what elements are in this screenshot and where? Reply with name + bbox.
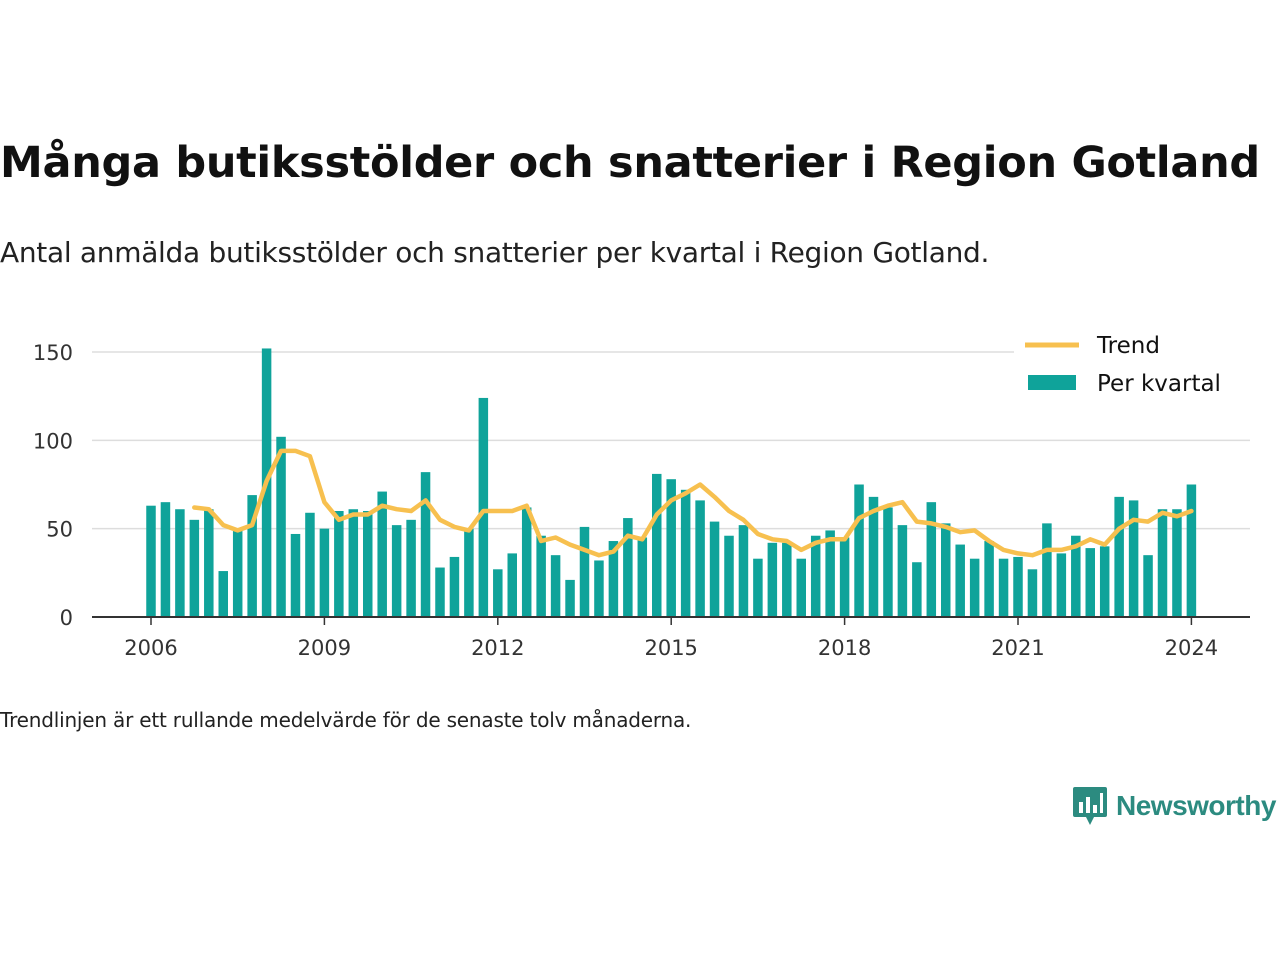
x-tick-label: 2006 [124,636,177,660]
bar [984,541,994,617]
trend-line [192,448,1194,558]
bar [709,521,720,617]
bar [507,553,517,617]
bar [969,558,980,617]
x-tick-label: 2009 [298,636,351,660]
bar [839,537,850,617]
bar [493,569,503,617]
bar [652,473,662,617]
bar [391,525,402,617]
legend-bar-label: Per kvartal [1097,371,1221,397]
bar [536,535,546,617]
bar [1056,553,1067,617]
bar [767,542,778,617]
bar [637,537,648,617]
bar [377,491,387,617]
bar [175,509,185,617]
x-tick-label: 2021 [991,636,1044,660]
bar [420,472,431,617]
bar [1071,535,1081,617]
y-tick-label: 150 [33,341,73,365]
bar [1042,523,1052,617]
bar [478,397,489,617]
bar [782,542,792,617]
bar [1172,509,1182,617]
bar [550,555,561,617]
bar [912,562,922,617]
newsworthy-chart-bubble-icon [1073,787,1107,825]
y-tick-label: 0 [60,606,73,630]
bar [897,525,908,617]
bar [247,495,257,617]
bar [1143,555,1153,617]
bar [521,507,532,617]
bar [941,523,951,617]
bar [276,436,286,617]
legend: Trend Per kvartal [1014,326,1250,402]
bar [695,500,705,617]
bar [854,484,864,617]
bar [363,511,373,617]
bar [435,567,445,617]
bar [449,556,460,617]
bar [825,530,835,617]
bar [406,519,416,617]
bar [1027,569,1038,617]
bar [680,489,691,617]
bar [1114,496,1124,617]
bar [796,558,806,617]
legend-bar-swatch [1028,375,1076,390]
bar [1099,546,1110,617]
x-axis-ticks: 2006 2009 2012 2015 2018 2021 2024 [124,617,1218,660]
brand-name: Newsworthy [1116,790,1276,821]
bar [334,511,344,617]
bar [955,544,965,617]
bar [565,579,575,617]
bar [1128,500,1139,617]
x-tick-label: 2012 [471,636,524,660]
chart-subtitle: Antal anmälda butiksstölder och snatteri… [0,236,990,269]
bar [883,507,893,617]
bar [579,526,590,617]
x-tick-label: 2024 [1165,636,1218,660]
y-axis-ticks: 0 50 100 150 [33,341,73,630]
bar [1186,484,1197,617]
y-tick-label: 50 [46,518,73,542]
bar [998,558,1009,617]
bar [623,518,633,617]
bar [218,571,228,617]
bar [753,558,763,617]
bar-series [146,348,1197,617]
bar [724,535,734,617]
bar [1157,509,1168,617]
bar [1085,548,1095,617]
x-tick-label: 2015 [644,636,697,660]
footnote: Trendlinjen är ett rullande medelvärde f… [0,708,692,732]
brand-logo: Newsworthy [1072,784,1276,828]
bar [608,541,619,617]
bar [810,535,821,617]
chart-title: Många butiksstölder och snatterier i Reg… [0,138,1260,188]
y-tick-label: 100 [33,429,73,453]
bar [232,530,243,617]
bar [868,496,879,617]
bar [1013,556,1023,617]
bar [348,509,359,617]
bar [305,512,315,617]
x-tick-label: 2018 [818,636,871,660]
bar [464,528,474,617]
bar [926,502,937,617]
bar [146,505,156,617]
bar [319,528,330,617]
bar [594,560,604,617]
bar [290,533,301,617]
bar [189,519,200,617]
bar [160,502,171,617]
bar [666,479,676,617]
legend-trend-label: Trend [1096,333,1160,359]
chart: 2006 2009 2012 2015 2018 2021 2024 0 50 100 150 T… [32,326,1250,660]
bar [204,509,214,617]
bar [738,525,749,617]
